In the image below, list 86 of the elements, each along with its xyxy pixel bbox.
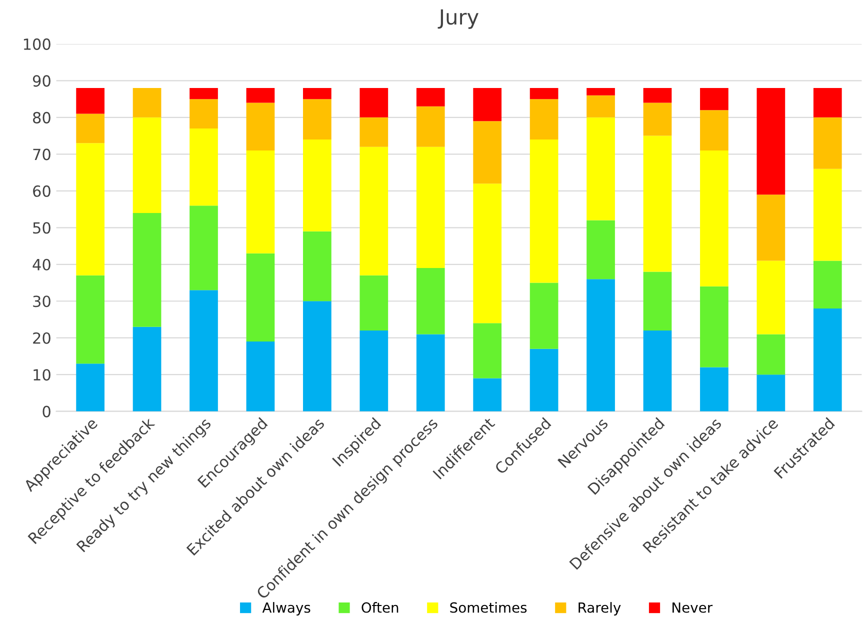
bar xyxy=(246,102,275,150)
bar xyxy=(190,99,218,128)
legend-label: Sometimes xyxy=(450,602,527,613)
bar xyxy=(303,88,332,100)
bar xyxy=(416,334,445,412)
bar xyxy=(530,99,558,140)
bar xyxy=(530,348,558,412)
bar xyxy=(700,110,728,150)
bar xyxy=(303,99,332,140)
bar xyxy=(132,88,162,118)
bar xyxy=(360,117,388,147)
legend-label: Rarely xyxy=(578,602,621,616)
bar xyxy=(813,117,842,169)
bar xyxy=(643,102,672,136)
bar xyxy=(756,194,786,261)
y-tick-label: 20 xyxy=(33,332,50,344)
y-tick-label: 80 xyxy=(33,112,50,124)
bar xyxy=(416,146,445,268)
bar xyxy=(473,323,502,378)
bar xyxy=(76,143,104,276)
bar xyxy=(530,88,558,100)
bar xyxy=(190,128,218,206)
chart-title: Jury xyxy=(438,9,478,29)
bar xyxy=(360,146,388,276)
bar xyxy=(473,88,502,122)
y-tick-label: 90 xyxy=(32,75,50,87)
bar xyxy=(76,364,104,412)
bar xyxy=(132,326,162,412)
bar xyxy=(246,253,275,342)
bar xyxy=(530,139,558,283)
bar xyxy=(473,378,502,412)
bar xyxy=(756,260,786,334)
bar xyxy=(586,117,615,220)
bar xyxy=(700,88,728,110)
bar xyxy=(643,272,672,331)
bar xyxy=(643,136,672,272)
bar xyxy=(360,88,388,118)
y-tick-label: 0 xyxy=(42,406,50,418)
bar xyxy=(360,330,388,412)
bar xyxy=(303,301,332,412)
bar xyxy=(586,279,615,412)
bar xyxy=(190,206,218,290)
bar xyxy=(416,106,445,147)
legend-label: Always xyxy=(262,602,310,616)
bar xyxy=(416,88,445,106)
y-tick-label: 100 xyxy=(24,38,50,50)
bar xyxy=(473,121,502,184)
legend-label: Never xyxy=(672,602,713,613)
bar xyxy=(132,212,162,327)
bar xyxy=(756,334,786,375)
bar xyxy=(643,330,672,412)
bar xyxy=(530,282,558,349)
bar xyxy=(700,286,728,368)
y-tick-label: 50 xyxy=(33,222,50,234)
y-tick-label: 70 xyxy=(33,148,50,160)
bar xyxy=(700,150,728,286)
bar xyxy=(132,117,162,213)
bar xyxy=(813,260,842,308)
bar xyxy=(416,268,445,334)
bar xyxy=(643,88,672,103)
bar xyxy=(246,88,275,103)
bar xyxy=(303,231,332,302)
bar xyxy=(76,275,104,364)
bar xyxy=(190,88,218,100)
bar xyxy=(76,88,104,114)
bar xyxy=(360,275,388,331)
y-tick-label: 40 xyxy=(32,258,50,270)
y-tick-label: 30 xyxy=(33,296,50,308)
bar xyxy=(586,220,615,280)
bar xyxy=(473,184,502,324)
y-tick-label: 10 xyxy=(34,369,50,381)
bar xyxy=(303,139,332,232)
bar xyxy=(813,168,842,261)
bar xyxy=(756,88,786,195)
bar xyxy=(246,150,275,254)
bar xyxy=(813,308,842,412)
legend-label: Often xyxy=(362,602,398,613)
bar xyxy=(246,342,275,412)
bar xyxy=(756,374,786,412)
bar xyxy=(586,88,615,96)
bar xyxy=(190,290,218,412)
bar xyxy=(700,367,728,412)
bar xyxy=(586,95,615,118)
bar xyxy=(76,114,104,144)
y-tick-label: 60 xyxy=(33,185,50,197)
bar xyxy=(813,88,842,118)
